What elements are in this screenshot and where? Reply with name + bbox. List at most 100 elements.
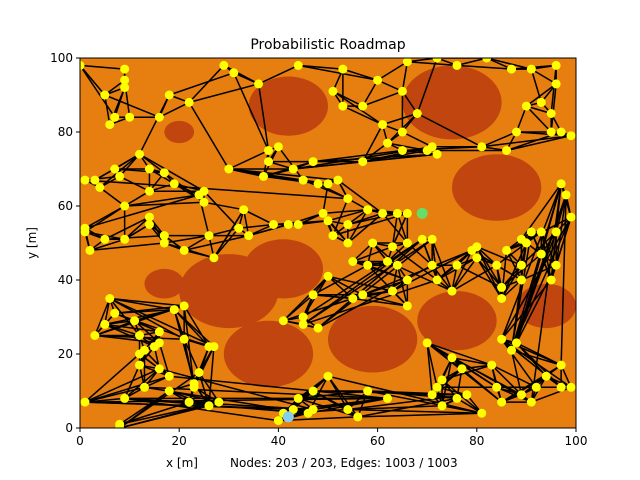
node-116 [298,319,308,329]
edge-720 [94,334,160,344]
node-41 [383,138,393,148]
edge-736 [119,401,190,426]
chart-title: Probabilistic Roadmap [250,37,405,53]
edge-508 [347,212,398,226]
edge-593 [84,375,170,403]
edge-246 [525,83,557,107]
node-91 [318,208,328,218]
edge-347 [500,264,523,299]
edge-451 [416,58,438,114]
edge-705 [283,397,388,414]
node-98 [392,208,402,218]
edge-252 [506,134,572,152]
node-60 [90,175,100,185]
node-155 [492,382,502,392]
y-tick-label-100: 100 [50,51,73,65]
edge-411 [94,298,111,336]
node-31 [546,109,556,118]
edge-447 [342,68,378,81]
edge-468 [228,168,338,181]
edge-104 [352,242,374,263]
edge-15 [298,64,343,70]
edge-733 [193,386,220,403]
edge-512 [391,213,409,248]
node-112 [323,271,333,281]
edge-659 [476,246,522,266]
edge-695 [347,405,443,411]
node-44 [427,142,437,152]
edge-678 [500,338,537,388]
node-63 [110,164,120,174]
node-175 [288,405,298,414]
node-177 [308,405,318,414]
node-136 [536,227,546,237]
edge-288 [124,201,205,207]
node-35 [511,127,521,137]
node-23 [452,60,462,70]
node-9 [164,90,174,100]
edge-724 [104,308,175,326]
edge-616 [198,372,220,403]
edge-244 [530,68,557,85]
obstacle-2 [164,120,195,144]
edge-168 [347,390,369,411]
edge-524 [283,297,354,322]
edge-656 [456,264,502,289]
obstacle-1 [402,65,502,140]
obstacle-8 [328,305,418,373]
x-tick-label-80: 80 [469,434,484,448]
edge-569 [461,364,492,370]
node-62 [115,171,125,181]
node-57 [333,175,343,185]
edge-11 [188,64,225,103]
node-39 [397,127,407,137]
node-118 [417,234,427,244]
edge-686 [461,368,503,403]
node-83 [204,231,214,241]
node-167 [363,386,373,396]
node-92 [323,216,333,226]
node-13 [254,79,264,89]
edge-232 [188,83,259,104]
node-32 [546,127,556,137]
edge-636 [322,208,368,215]
edge-579 [357,412,482,418]
node-103 [368,238,378,248]
node-181 [139,382,149,392]
edge-157 [426,342,492,366]
node-168 [343,405,353,414]
edge-640 [392,246,438,281]
node-202 [189,379,199,389]
edge-602 [104,323,160,333]
obstacle-6 [144,268,185,299]
node-99 [402,208,412,218]
edge-474 [99,186,126,207]
edge-661 [501,253,542,288]
node-30 [521,101,531,111]
edge-643 [312,264,369,296]
edge-712 [84,353,141,403]
node-178 [383,393,393,403]
y-tick-label-60: 60 [58,199,73,213]
edge-19 [362,79,379,107]
start-node [282,411,294,423]
obstacle-3 [452,154,542,221]
edge-570 [426,342,438,388]
edge-453 [530,68,542,103]
node-61 [95,183,105,192]
edge-398 [84,368,160,403]
edge-455 [525,105,552,133]
node-140 [551,227,561,237]
edge-668 [510,231,533,351]
edge-511 [391,213,399,247]
edge-25 [486,58,512,70]
node-76 [100,234,110,244]
edge-448 [332,90,383,126]
node-132 [502,245,512,255]
edge-607 [114,308,175,315]
edge-475 [119,175,150,192]
node-49 [263,157,273,167]
edge-637 [327,208,368,222]
edge-494 [164,242,215,259]
edge-677 [515,342,547,377]
